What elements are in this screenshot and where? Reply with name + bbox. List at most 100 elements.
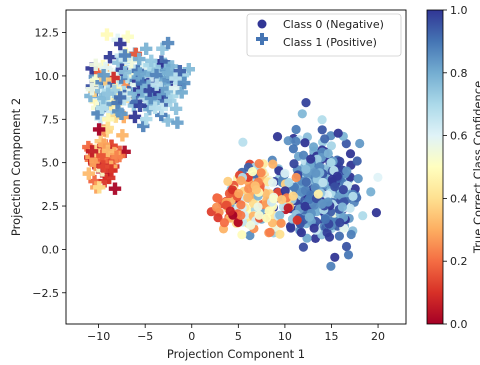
class-1-point <box>129 95 142 109</box>
class-0-point <box>237 230 247 240</box>
class-0-point <box>345 149 356 159</box>
class-1-point <box>100 28 114 41</box>
class-1-point <box>121 70 134 83</box>
x-tick-label: 5 <box>235 330 242 343</box>
class-0-point <box>297 109 307 119</box>
class-1-point <box>158 57 172 70</box>
class-0-point <box>286 223 296 233</box>
class-1-point <box>118 145 131 159</box>
class-1-point <box>89 58 102 72</box>
class-0-point <box>373 172 383 182</box>
class-1-point <box>95 76 108 89</box>
class-1-point <box>92 123 106 136</box>
class-1-point <box>169 102 183 115</box>
class-1-point <box>155 55 168 68</box>
class-0-point <box>352 156 362 166</box>
colorbar-ticks: 0.0 0.2 0.4 0.6 0.8 1.0 <box>443 4 468 331</box>
class-0-point <box>292 215 302 225</box>
colorbar-tick-label: 1.0 <box>450 4 468 17</box>
class-0-point <box>289 159 299 169</box>
class-0-point <box>253 202 263 212</box>
class-1-point <box>121 30 134 43</box>
class-0-point <box>213 193 223 203</box>
class-1-point <box>140 112 153 126</box>
class-1-point <box>182 63 195 76</box>
class-0-point <box>323 197 333 207</box>
class-1-point <box>148 101 162 114</box>
class-0-point <box>317 115 327 125</box>
class-1-point <box>161 114 175 127</box>
class-1-point <box>85 145 99 158</box>
class-0-point <box>318 177 328 188</box>
class-1-point <box>112 105 125 118</box>
class-1-point <box>89 95 102 108</box>
class-0-point <box>236 176 246 186</box>
class-0-point <box>332 171 342 181</box>
class-1-point <box>101 87 115 100</box>
class-1-point <box>161 36 175 50</box>
legend-label-class-1: Class 1 (Positive) <box>283 36 377 49</box>
x-tick-label: 0 <box>188 330 195 343</box>
class-1-point <box>116 129 129 142</box>
class-0-point <box>302 233 312 243</box>
class-1-point <box>117 110 130 124</box>
class-1-point <box>106 153 119 167</box>
class-1-point <box>161 66 175 80</box>
class-1-point <box>108 182 122 195</box>
class-0-point <box>326 141 336 151</box>
class-1-point <box>85 82 99 96</box>
class-1-point <box>136 77 149 90</box>
class-1-point <box>96 149 109 162</box>
class-0-point <box>355 138 365 149</box>
colorbar <box>426 9 444 325</box>
class-0-point <box>283 136 293 146</box>
class-0-point <box>341 139 351 149</box>
class-1-point <box>115 63 129 76</box>
class-1-point <box>139 42 153 55</box>
class-1-point <box>84 89 97 103</box>
class-0-point <box>317 125 327 135</box>
class-0-point <box>268 159 278 169</box>
y-tick-label: 10.0 <box>35 70 60 83</box>
class-0-point <box>246 220 256 230</box>
plot-frame <box>65 9 407 325</box>
x-axis-title: Projection Component 1 <box>167 347 305 361</box>
y-axis-title: Projection Component 2 <box>9 98 23 236</box>
class-0-point <box>223 176 233 186</box>
class-1-point <box>178 76 191 90</box>
class-1-point <box>150 78 163 91</box>
class-0-point <box>330 252 340 262</box>
class-1-point <box>89 158 102 171</box>
class-1-point <box>171 116 184 129</box>
colorbar-tick-label: 0.8 <box>450 67 468 80</box>
x-tick-label: 15 <box>324 330 338 343</box>
class-0-point <box>275 229 285 239</box>
class-0-point <box>301 164 311 174</box>
class-1-point <box>101 144 115 158</box>
class-0-point <box>313 189 323 199</box>
class-0-point <box>262 213 272 223</box>
class-0-point <box>284 177 294 188</box>
class-1-point <box>128 110 142 124</box>
x-axis: −10 −5 0 5 10 15 20 <box>87 324 385 343</box>
class-1-point <box>97 91 110 105</box>
x-tick-label: −5 <box>137 330 153 343</box>
class-1-point <box>150 68 163 82</box>
class-0-point <box>254 159 264 169</box>
class-1-point <box>111 33 124 47</box>
class-1-point <box>103 51 117 64</box>
class-0-point <box>306 154 316 164</box>
class-0-point <box>304 212 314 222</box>
class-0-point <box>264 206 274 216</box>
x-tick-label: 10 <box>278 330 292 343</box>
class-1-point <box>91 107 104 120</box>
class-0-point <box>288 144 298 154</box>
class-0-point <box>213 213 223 223</box>
class-0-point <box>309 223 319 233</box>
class-0-point <box>296 228 306 238</box>
class-1-point <box>113 91 127 104</box>
class-1-point <box>109 110 123 123</box>
class-1-point <box>162 73 175 87</box>
class-0-point <box>358 211 368 221</box>
class-1-point <box>169 72 182 85</box>
